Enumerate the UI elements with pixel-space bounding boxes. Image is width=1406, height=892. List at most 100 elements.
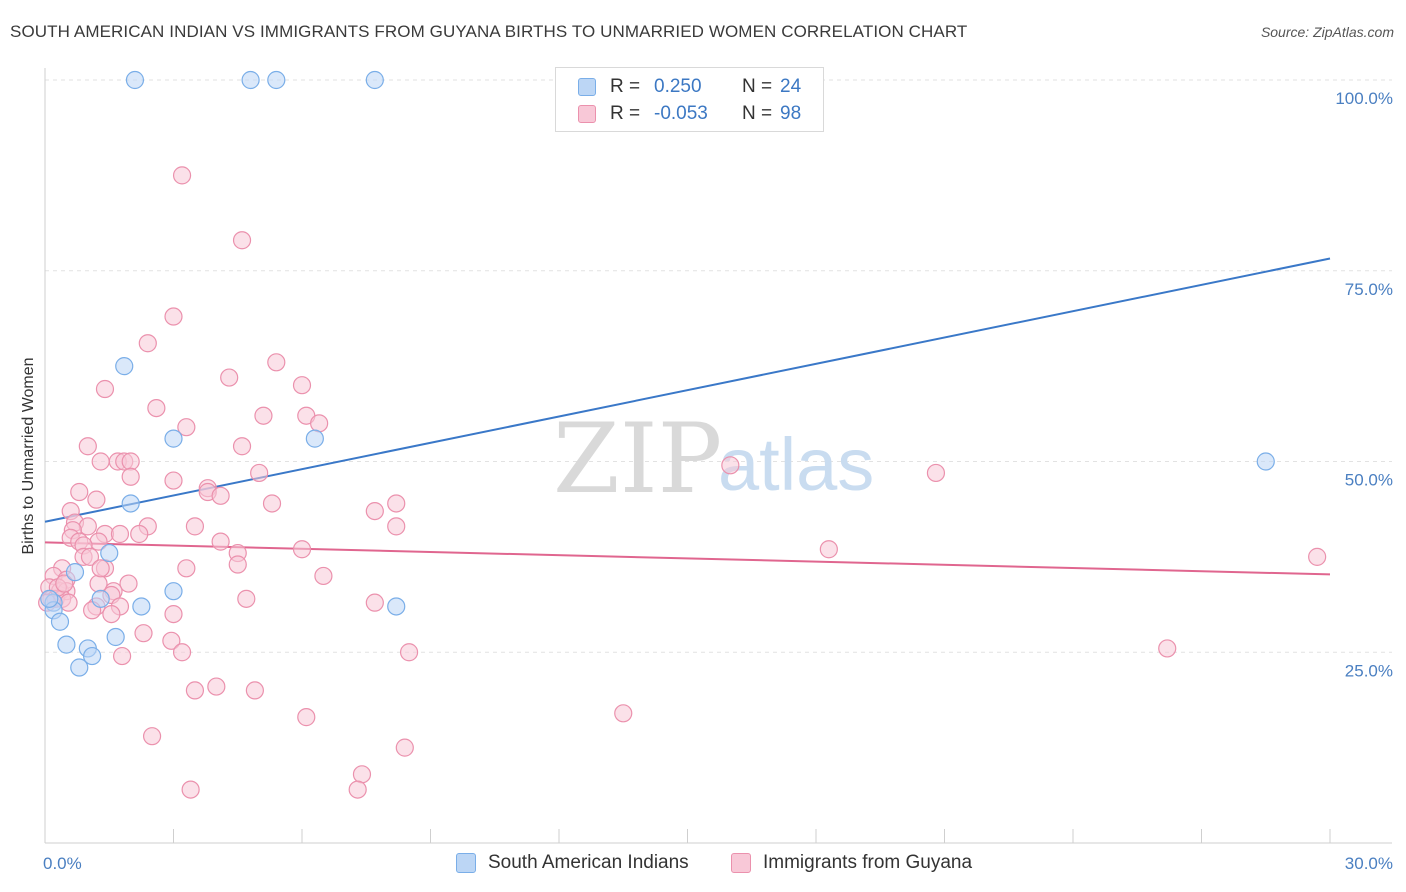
data-point [121, 467, 140, 486]
data-point [232, 231, 252, 250]
data-point [164, 471, 183, 490]
data-point [292, 540, 312, 559]
data-point [387, 494, 406, 513]
data-point [292, 376, 312, 395]
data-point [207, 677, 226, 696]
series-legend-item-1[interactable]: South American Indians [456, 852, 689, 874]
series-legend-swatch-pink [731, 853, 751, 873]
data-point [130, 524, 149, 544]
data-point [310, 414, 329, 433]
data-point [112, 646, 132, 666]
data-point [177, 559, 196, 578]
data-point [1256, 452, 1275, 471]
legend-r-label: R = [610, 76, 641, 97]
data-point [348, 780, 367, 799]
data-point [211, 486, 230, 505]
data-point [164, 307, 183, 326]
data-point [70, 658, 89, 677]
y-tick-label: 50.0% [1345, 471, 1393, 490]
data-point [87, 490, 106, 509]
data-point [365, 501, 384, 521]
data-point [40, 589, 59, 608]
legend-r-value: -0.053 [654, 103, 708, 124]
data-point [164, 429, 183, 448]
data-point [926, 463, 946, 483]
data-point [262, 494, 282, 513]
legend-swatch-pink [578, 105, 596, 123]
data-point [399, 643, 419, 662]
data-point [121, 452, 140, 471]
chart-title: SOUTH AMERICAN INDIAN VS IMMIGRANTS FROM… [10, 22, 968, 41]
series-legend-label: Immigrants from Guyana [763, 852, 973, 873]
labels-layer: 25.0% 50.0% 75.0% 100.0% 0.0% 30.0% Births to … [20, 89, 1393, 873]
data-point [125, 70, 145, 90]
data-point [352, 765, 372, 784]
data-point [121, 494, 140, 513]
correlation-legend: R = 0.250 N = 24 R = -0.053 N = 98 [555, 67, 824, 132]
legend-n-label: N = [742, 76, 773, 97]
x-tick-label: 30.0% [1345, 854, 1393, 873]
data-point [83, 646, 102, 666]
data-point [220, 368, 239, 387]
data-point [70, 482, 89, 502]
data-point [78, 437, 97, 456]
data-point [267, 353, 286, 372]
data-point [91, 559, 110, 578]
watermark-atlas: atlas [718, 423, 874, 506]
watermark-zip: ZIP [553, 403, 722, 515]
data-point [387, 517, 406, 536]
y-axis-label: Births to Unmarried Women [20, 357, 37, 554]
data-point [185, 517, 205, 536]
data-point [267, 70, 286, 90]
legend-n-label: N = [742, 103, 773, 124]
legend-n-value: 24 [780, 76, 802, 97]
trend-line [44, 541, 1331, 576]
data-point [110, 524, 130, 544]
series-legend-item-2[interactable]: Immigrants from Guyana [731, 852, 972, 874]
data-point [245, 681, 264, 700]
data-point [147, 398, 166, 418]
data-point [102, 604, 121, 624]
data-point [314, 566, 333, 586]
x-tick-label: 0.0% [43, 854, 82, 873]
data-point [100, 543, 119, 563]
y-tick-label: 100.0% [1335, 89, 1393, 108]
data-point [50, 612, 70, 631]
data-point [172, 166, 192, 185]
data-point [241, 70, 260, 90]
data-point [91, 452, 110, 471]
data-point [134, 624, 153, 643]
data-point [228, 555, 247, 574]
data-point [1308, 547, 1327, 566]
series-legend-swatch-blue [456, 853, 476, 873]
data-point [395, 738, 414, 757]
series-legend: South American Indians Immigrants from G… [0, 852, 1406, 878]
data-point [164, 582, 183, 601]
data-point [365, 593, 384, 612]
source-credit: Source: ZipAtlas.com [1260, 24, 1394, 40]
data-point [106, 627, 125, 647]
data-point [172, 643, 192, 662]
data-point [132, 597, 151, 616]
legend-swatch-blue [578, 78, 596, 96]
data-point [232, 437, 252, 456]
data-point [115, 357, 134, 376]
data-point [142, 727, 162, 746]
legend-r-label: R = [610, 103, 641, 124]
data-point [164, 604, 183, 624]
data-point [55, 574, 74, 593]
data-point [78, 517, 97, 536]
legend-n-value: 98 [780, 103, 802, 124]
data-point [819, 540, 838, 559]
data-point [119, 574, 138, 593]
data-point [254, 406, 273, 425]
data-point [91, 589, 110, 608]
data-point [80, 547, 100, 566]
legend-row-series2: R = -0.053 N = 98 [578, 101, 801, 127]
legend-row-series1: R = 0.250 N = 24 [578, 74, 801, 100]
data-point [185, 681, 205, 700]
data-point [250, 463, 269, 483]
series-legend-label: South American Indians [488, 852, 689, 873]
data-point [721, 456, 740, 475]
